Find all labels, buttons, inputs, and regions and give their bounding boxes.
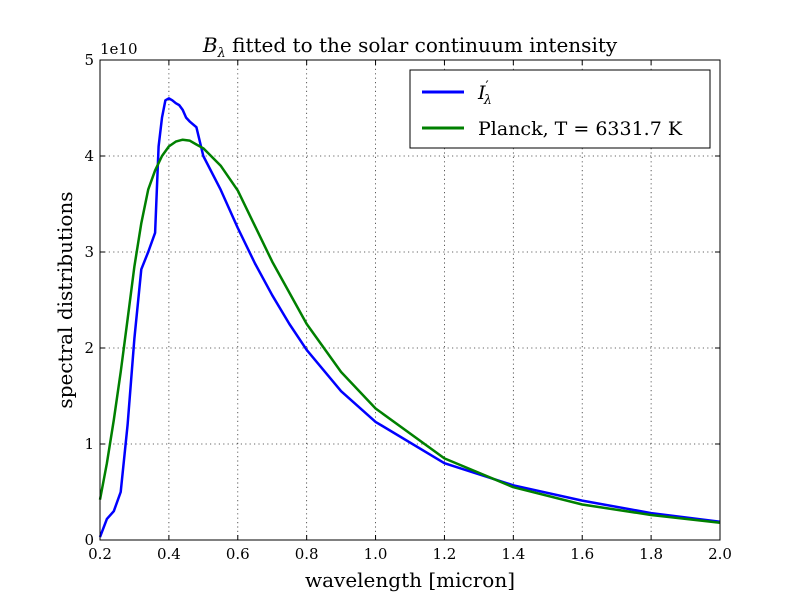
legend-symbol-subscript: λ <box>483 93 492 108</box>
title-symbol-subscript: λ <box>217 46 226 61</box>
y-tick-label: 4 <box>84 147 94 165</box>
x-tick-label: 1.2 <box>433 545 457 563</box>
x-tick-label: 1.4 <box>501 545 525 563</box>
legend: I′ λ Planck, T = 6331.7 K <box>409 69 711 149</box>
y-tick-label: 2 <box>84 339 94 357</box>
x-tick-label: 1.8 <box>639 545 663 563</box>
x-tick-label: 0.6 <box>226 545 250 563</box>
x-tick-label: 1.6 <box>570 545 594 563</box>
title-symbol: B <box>202 33 218 57</box>
y-axis-label: spectral distributions <box>53 191 77 408</box>
legend-symbol: I <box>477 82 486 104</box>
x-tick-label: 0.2 <box>88 545 112 563</box>
plot-frame <box>99 59 721 541</box>
series-group <box>98 97 721 538</box>
x-tick-label: 0.8 <box>295 545 319 563</box>
tick-labels: 0.2 0.4 0.6 0.8 1.0 1.2 1.4 1.6 1.8 2.0 0 1 2 3 4 5 <box>84 51 731 563</box>
legend-label-series-2: Planck, T = 6331.7 K <box>478 118 683 140</box>
x-tick-label: 1.0 <box>364 545 388 563</box>
y-tick-label: 3 <box>84 243 94 261</box>
title-text: fitted to the solar continuum intensity <box>226 33 618 57</box>
series-line-1 <box>98 97 721 538</box>
x-tick-label: 2.0 <box>708 545 732 563</box>
y-tick-label: 0 <box>84 531 94 549</box>
legend-label-series-1: I′ λ <box>477 79 492 108</box>
x-axis-label: wavelength [micron] <box>305 568 515 592</box>
y-tick-label: 1 <box>84 435 94 453</box>
x-tick-label: 0.4 <box>157 545 181 563</box>
series-line-2 <box>98 138 721 524</box>
y-offset-label: 1e10 <box>100 40 138 58</box>
legend-box <box>409 69 711 149</box>
chart-title: Bλ fitted to the solar continuum intensi… <box>202 33 618 61</box>
y-tick-label: 5 <box>84 51 94 69</box>
legend-symbol-prime: ′ <box>486 79 489 95</box>
